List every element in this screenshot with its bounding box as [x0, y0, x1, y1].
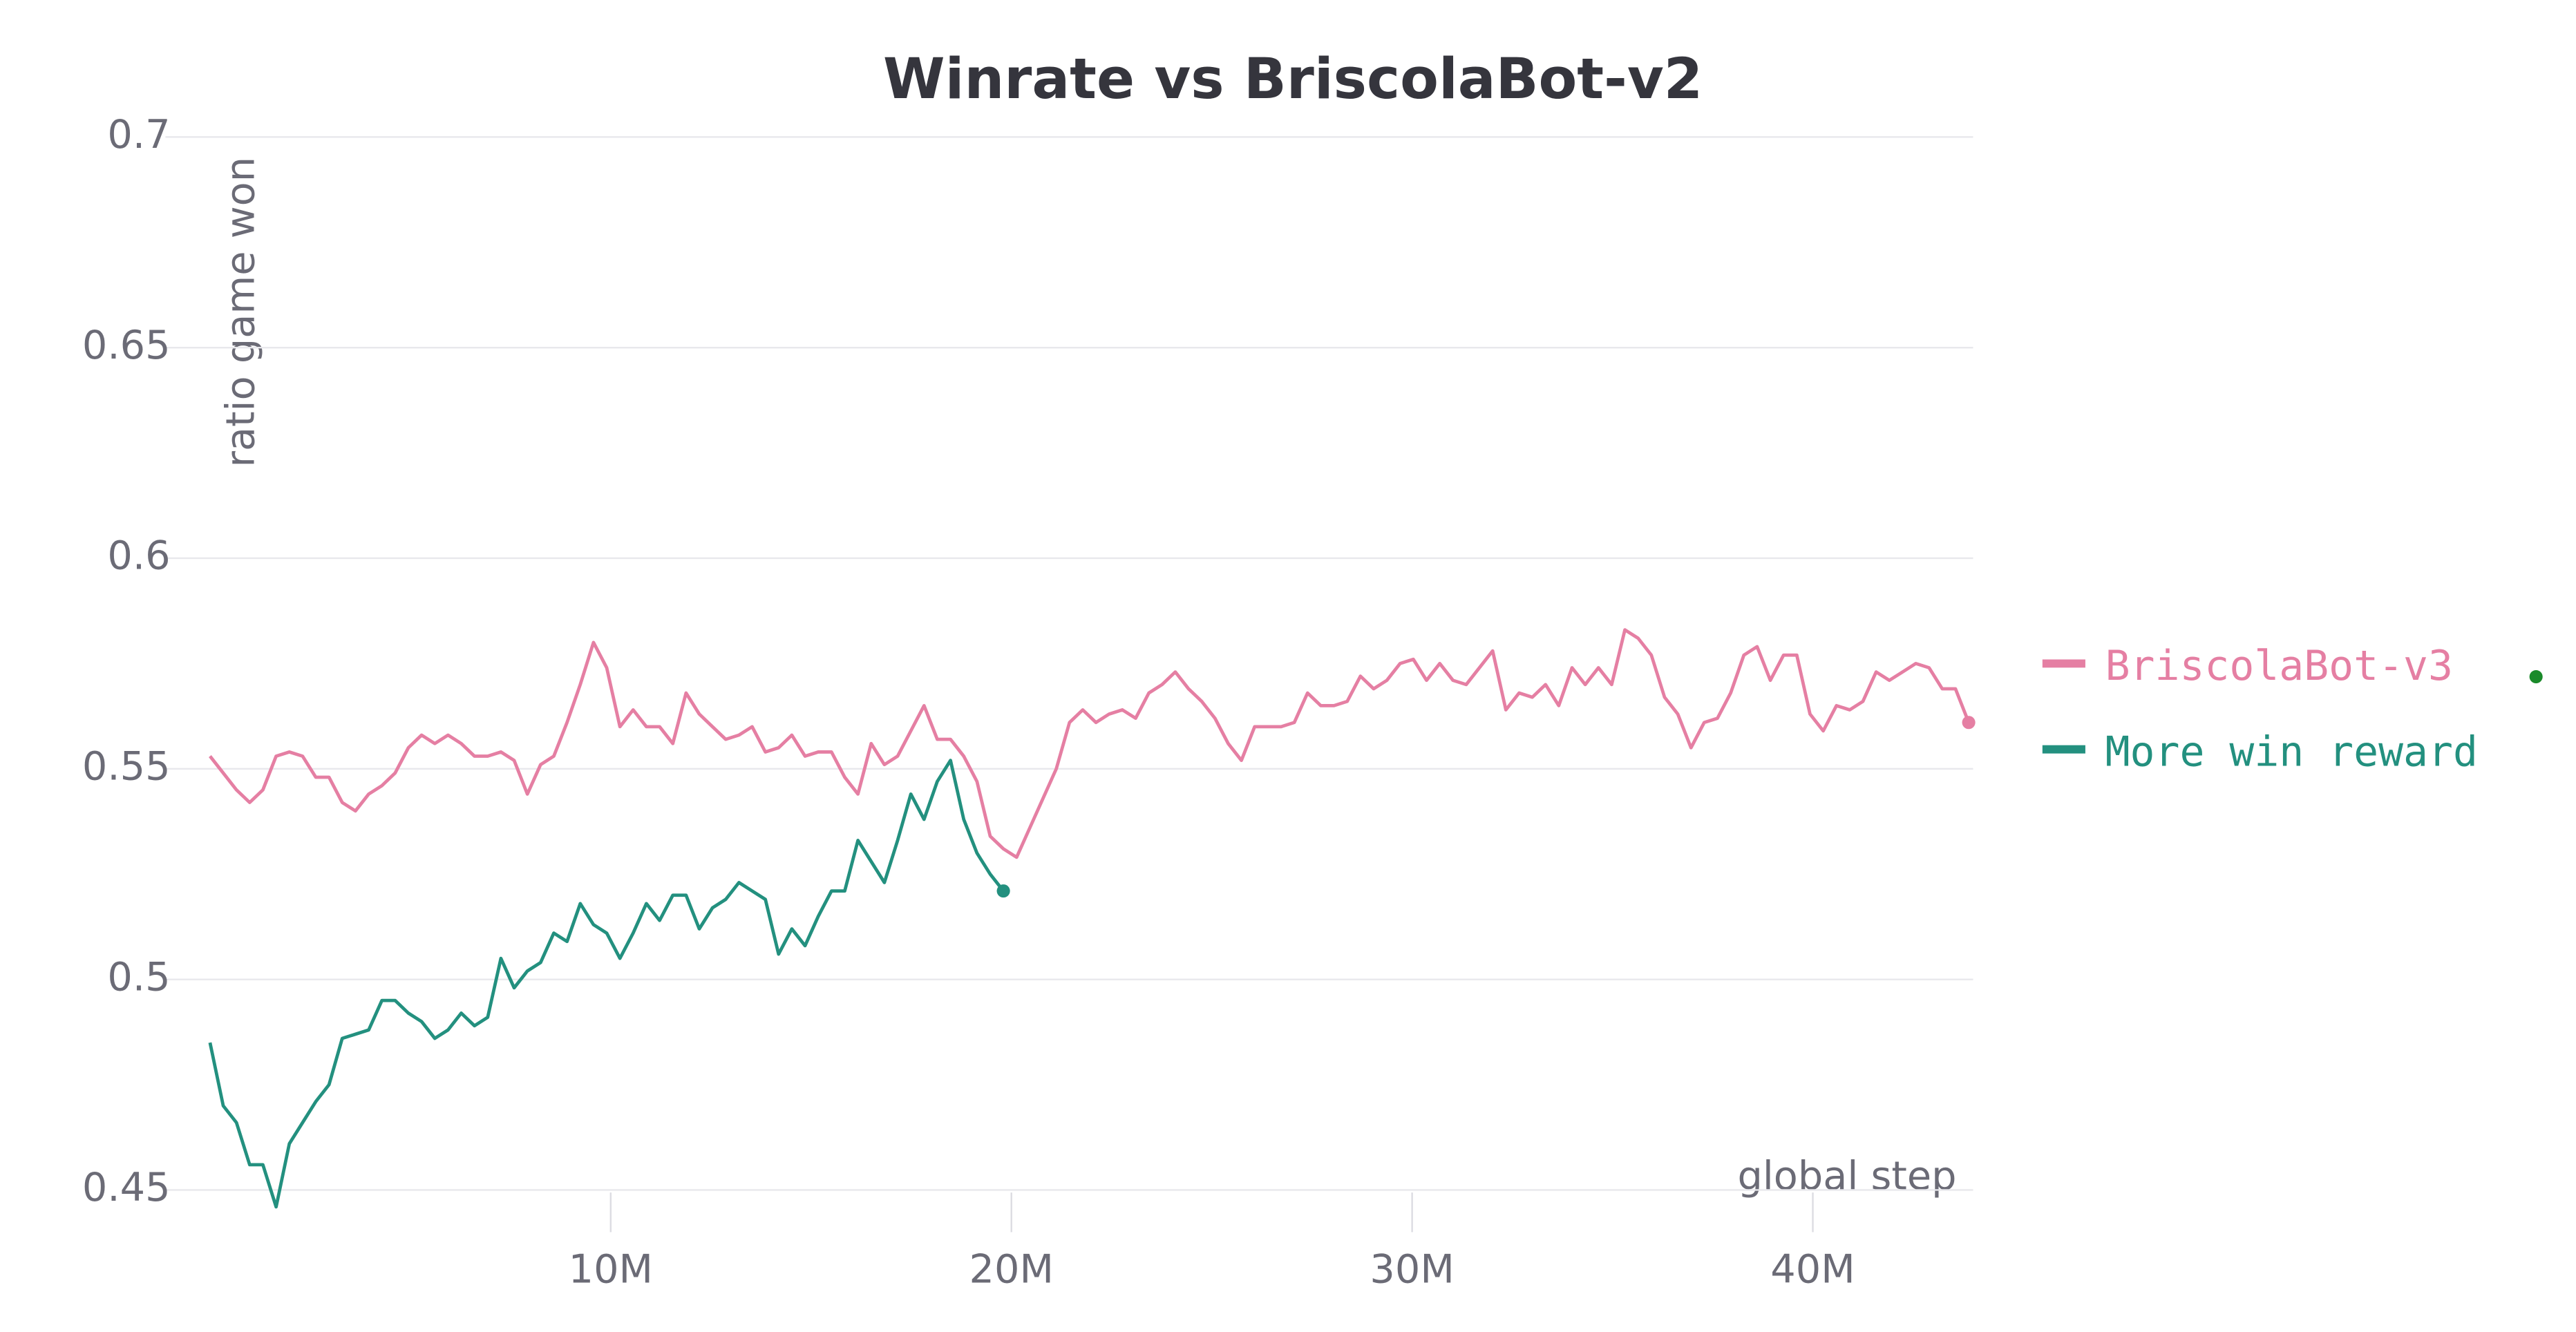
legend-label: More win reward	[2105, 728, 2478, 776]
y-tick-label: 0.5	[107, 953, 170, 1000]
x-axis-label: global step	[1738, 1152, 1957, 1199]
end-point	[996, 884, 1010, 898]
y-tick-label: 0.55	[82, 743, 171, 789]
x-tick-label: 40M	[1770, 1246, 1855, 1292]
status-dot	[2529, 669, 2543, 684]
series-line	[209, 628, 1971, 859]
y-axis-label: ratio game won	[217, 157, 263, 468]
series-line	[208, 759, 1005, 1209]
y-tick-label: 0.7	[107, 111, 170, 158]
x-tick-label: 20M	[969, 1246, 1054, 1292]
chart-title: Winrate vs BriscolaBot-v2	[883, 47, 1703, 112]
y-tick-label: 0.45	[82, 1164, 171, 1210]
x-tick-label: 10M	[569, 1246, 653, 1292]
x-tick-label: 30M	[1370, 1246, 1454, 1292]
end-point	[1962, 716, 1976, 730]
legend-label: BriscolaBot-v3	[2105, 643, 2453, 690]
y-tick-label: 0.6	[107, 533, 170, 579]
y-tick-label: 0.65	[82, 322, 171, 368]
